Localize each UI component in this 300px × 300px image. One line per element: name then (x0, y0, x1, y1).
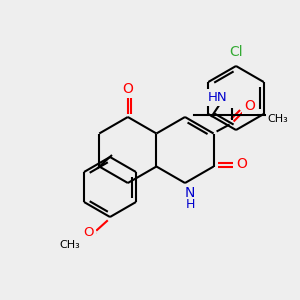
Text: O: O (122, 82, 133, 96)
Text: N: N (185, 186, 195, 200)
Text: CH₃: CH₃ (59, 240, 80, 250)
Text: H: H (185, 199, 195, 212)
Text: O: O (236, 158, 247, 172)
Text: CH₃: CH₃ (267, 114, 288, 124)
Text: O: O (244, 98, 255, 112)
Text: O: O (83, 226, 94, 239)
Text: Cl: Cl (229, 45, 243, 59)
Text: HN: HN (208, 91, 228, 104)
